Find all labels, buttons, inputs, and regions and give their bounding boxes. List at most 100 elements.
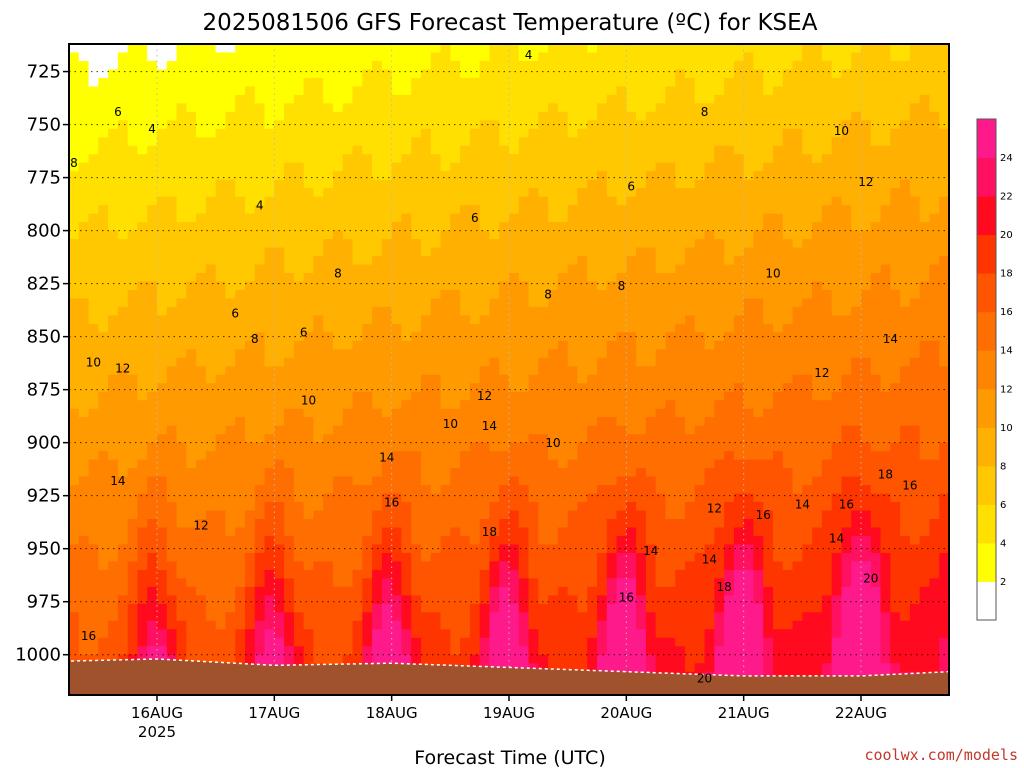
field-cell [147, 459, 158, 469]
field-cell [450, 595, 461, 605]
field-cell [323, 400, 334, 410]
field-cell [186, 340, 197, 350]
field-cell [137, 281, 148, 291]
field-cell [352, 264, 363, 274]
field-cell [401, 298, 412, 308]
field-cell [313, 188, 324, 198]
field-cell [342, 400, 354, 410]
field-cell [147, 222, 158, 232]
field-cell [430, 442, 442, 452]
field-cell [313, 408, 324, 418]
field-cell [333, 612, 344, 622]
field-cell [479, 434, 491, 444]
field-cell [548, 264, 559, 274]
field-cell [626, 306, 637, 317]
field-cell [225, 442, 236, 452]
field-cell [88, 94, 99, 104]
field-cell [274, 230, 285, 240]
field-cell [108, 366, 119, 376]
field-cell [98, 620, 109, 630]
field-cell [509, 128, 520, 138]
field-cell [381, 535, 393, 546]
field-cell [117, 128, 129, 138]
field-cell [372, 510, 383, 520]
field-cell [313, 629, 324, 639]
field-cell [117, 434, 129, 444]
field-cell [381, 44, 393, 54]
field-cell [606, 485, 618, 495]
field-cell [626, 552, 637, 563]
field-cell [597, 162, 608, 172]
field-cell [225, 561, 236, 571]
field-cell [597, 527, 608, 537]
field-cell [577, 349, 588, 359]
field-cell [626, 188, 637, 198]
field-cell [333, 468, 344, 478]
field-cell [401, 273, 412, 283]
field-cell [254, 476, 266, 486]
field-cell [655, 408, 667, 418]
field-cell [509, 306, 520, 317]
field-cell [616, 205, 627, 215]
field-cell [127, 205, 139, 215]
field-cell [606, 247, 618, 257]
field-cell [176, 535, 187, 546]
field-cell [196, 171, 207, 181]
field-cell [254, 629, 266, 639]
field-cell [597, 391, 608, 401]
field-cell [245, 239, 256, 249]
field-cell [489, 128, 500, 138]
field-cell [108, 561, 119, 571]
field-cell [606, 629, 618, 639]
field-cell [157, 298, 168, 308]
field-cell [626, 408, 637, 418]
field-cell [665, 451, 676, 461]
field-cell [381, 137, 393, 147]
field-cell [626, 451, 637, 461]
field-cell [137, 128, 148, 138]
field-cell [225, 569, 236, 579]
field-cell [567, 620, 579, 630]
field-cell [293, 128, 305, 138]
field-cell [499, 222, 510, 232]
field-cell [597, 476, 608, 486]
field-cell [675, 561, 686, 571]
field-cell [117, 196, 129, 206]
field-cell [518, 230, 530, 240]
field-cell [587, 400, 598, 410]
field-cell [440, 332, 451, 342]
field-cell [362, 603, 373, 613]
field-cell [147, 77, 158, 88]
field-cell [460, 425, 471, 435]
field-cell [147, 281, 158, 291]
field-cell [636, 485, 647, 495]
field-cell [254, 654, 266, 664]
field-cell [323, 374, 334, 384]
field-cell [274, 476, 285, 486]
field-cell [460, 569, 471, 579]
field-cell [440, 289, 451, 300]
field-cell [391, 171, 403, 181]
field-cell [636, 646, 647, 656]
field-cell [606, 459, 618, 469]
field-cell [293, 569, 305, 579]
field-cell [186, 468, 197, 478]
field-cell [597, 154, 608, 164]
field-cell [685, 476, 696, 486]
field-cell [225, 417, 236, 427]
field-cell [411, 417, 422, 427]
field-cell [293, 281, 305, 291]
field-cell [421, 502, 432, 512]
field-cell [577, 77, 588, 88]
field-cell [215, 400, 227, 410]
field-cell [518, 451, 530, 461]
field-cell [430, 239, 442, 249]
field-cell [469, 518, 481, 529]
field-cell [450, 340, 461, 350]
field-cell [78, 544, 90, 554]
field-cell [323, 137, 334, 147]
field-cell [616, 44, 627, 54]
field-cell [293, 603, 305, 613]
field-cell [108, 247, 119, 257]
field-cell [166, 586, 178, 596]
